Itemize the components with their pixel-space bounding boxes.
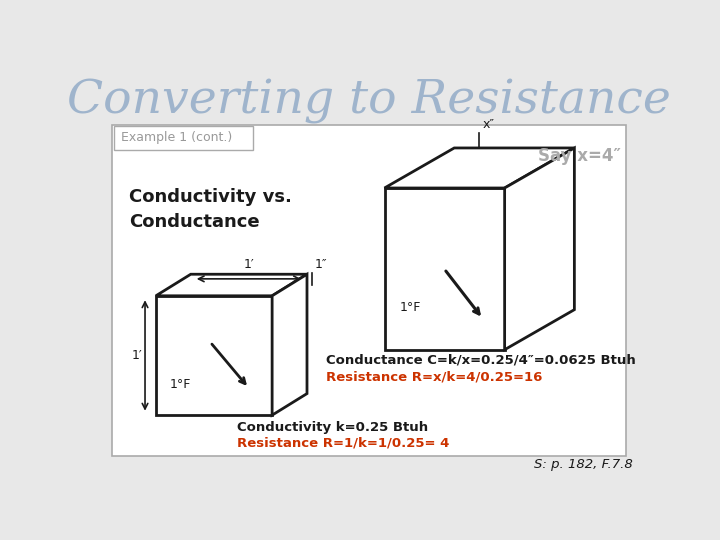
- Text: x″: x″: [482, 118, 494, 131]
- Text: Conductance C=k/x=0.25/4″=0.0625 Btuh: Conductance C=k/x=0.25/4″=0.0625 Btuh: [326, 354, 636, 367]
- Polygon shape: [505, 148, 575, 350]
- Text: 1°F: 1°F: [400, 301, 421, 314]
- Polygon shape: [156, 274, 307, 296]
- Text: 1′: 1′: [131, 349, 142, 362]
- Polygon shape: [384, 148, 575, 188]
- Text: Conductivity k=0.25 Btuh: Conductivity k=0.25 Btuh: [238, 421, 428, 434]
- Bar: [112, 125, 626, 456]
- Text: Conductivity vs.
Conductance: Conductivity vs. Conductance: [129, 188, 292, 231]
- Polygon shape: [156, 296, 272, 415]
- Text: Resistance R=1/k=1/0.25= 4: Resistance R=1/k=1/0.25= 4: [238, 437, 449, 450]
- Text: 1°F: 1°F: [170, 378, 192, 391]
- Text: Say x=4″: Say x=4″: [538, 147, 621, 165]
- Text: 1″: 1″: [315, 258, 328, 271]
- Polygon shape: [272, 274, 307, 415]
- Text: 1′: 1′: [243, 258, 254, 271]
- Text: Converting to Resistance: Converting to Resistance: [67, 79, 671, 124]
- FancyBboxPatch shape: [114, 126, 253, 150]
- Text: Example 1 (cont.): Example 1 (cont.): [121, 131, 233, 145]
- Polygon shape: [384, 188, 505, 350]
- Text: S: p. 182, F.7.8: S: p. 182, F.7.8: [534, 458, 632, 471]
- Text: Resistance R=x/k=4/0.25=16: Resistance R=x/k=4/0.25=16: [326, 370, 543, 383]
